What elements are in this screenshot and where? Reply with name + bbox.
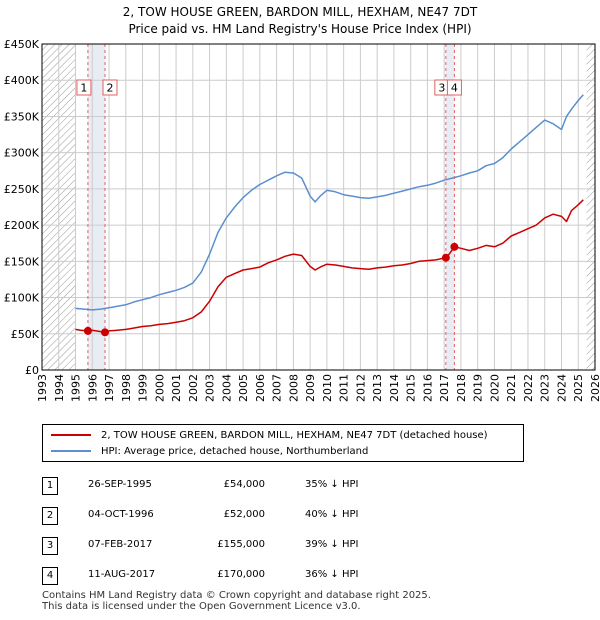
y-tick-label: £150K <box>4 255 40 268</box>
footer-copyright: Contains HM Land Registry data © Crown c… <box>42 590 431 601</box>
legend: 2, TOW HOUSE GREEN, BARDON MILL, HEXHAM,… <box>42 424 524 462</box>
x-tick-label: 2003 <box>204 374 217 402</box>
sale-number-box: 4 <box>42 567 58 585</box>
x-tick-label: 2015 <box>405 374 418 402</box>
sale-hpi-diff: 35% ↓ HPI <box>305 479 359 490</box>
sale-label-box <box>446 79 462 96</box>
y-tick-label: £450K <box>4 38 40 51</box>
sale-band-3-4 <box>445 44 455 370</box>
sale-date: 26-SEP-1995 <box>88 479 152 490</box>
sale-label-box <box>102 79 118 96</box>
y-tick-label: £350K <box>4 110 40 123</box>
y-tick-label: £100K <box>4 292 40 305</box>
footer: Contains HM Land Registry data © Crown c… <box>42 590 431 612</box>
x-tick-label: 2023 <box>539 374 552 402</box>
x-tick-label: 2022 <box>522 374 535 402</box>
sale-date: 04-OCT-1996 <box>88 509 154 520</box>
x-tick-label: 2001 <box>170 374 183 402</box>
x-tick-label: 1996 <box>86 374 99 402</box>
y-tick-label: £250K <box>4 183 40 196</box>
sale-price: £52,000 <box>223 509 265 520</box>
sale-row: 3 07-FEB-2017 £155,000 39% ↓ HPI <box>40 536 480 556</box>
sale-row: 4 11-AUG-2017 £170,000 36% ↓ HPI <box>40 566 480 586</box>
series-line-property <box>75 199 584 334</box>
x-tick-label: 2000 <box>153 374 166 402</box>
x-tick-label: 2011 <box>338 374 351 402</box>
x-tick-label: 1997 <box>103 374 116 402</box>
series-line-hpi <box>75 94 584 311</box>
chart-title: 2, TOW HOUSE GREEN, BARDON MILL, HEXHAM,… <box>0 4 600 38</box>
sale-hpi-diff: 36% ↓ HPI <box>305 569 359 580</box>
x-tick-label: 2025 <box>572 374 585 402</box>
x-tick-label: 2014 <box>388 374 401 402</box>
legend-item-hpi: HPI: Average price, detached house, Nort… <box>51 443 368 459</box>
x-tick-label: 2010 <box>321 374 334 402</box>
sale-label-number: 1 <box>80 82 87 95</box>
sale-date: 07-FEB-2017 <box>88 539 153 550</box>
plot-frame <box>41 43 596 371</box>
sale-label-number: 2 <box>107 82 114 95</box>
x-tick-label: 2017 <box>438 374 451 402</box>
sale-row: 2 04-OCT-1996 £52,000 40% ↓ HPI <box>40 506 480 526</box>
sale-row: 1 26-SEP-1995 £54,000 35% ↓ HPI <box>40 476 480 496</box>
sale-number-box: 1 <box>42 477 58 495</box>
y-tick-label: £400K <box>4 74 40 87</box>
legend-label-property: 2, TOW HOUSE GREEN, BARDON MILL, HEXHAM,… <box>101 429 488 441</box>
sale-price: £170,000 <box>217 569 265 580</box>
sale-hpi-diff: 39% ↓ HPI <box>305 539 359 550</box>
legend-item-property: 2, TOW HOUSE GREEN, BARDON MILL, HEXHAM,… <box>51 427 488 443</box>
hatched-region-end <box>586 44 595 370</box>
x-tick-label: 2026 <box>589 374 600 402</box>
x-tick-label: 2018 <box>455 374 468 402</box>
chart-area: 1 2 3 4 £0 £50K £100K £150K £200K £250K £300K £350K… <box>4 38 600 402</box>
x-tick-label: 1993 <box>36 374 49 402</box>
sale-point <box>101 328 110 337</box>
sale-price: £54,000 <box>223 479 265 490</box>
y-tick-label: £300K <box>4 147 40 160</box>
x-tick-label: 2009 <box>304 374 317 402</box>
sale-label-number: 4 <box>451 82 458 95</box>
x-tick-label: 1995 <box>70 374 83 402</box>
legend-swatch-blue <box>51 450 91 452</box>
sale-point <box>83 326 92 335</box>
x-tick-label: 2006 <box>254 374 267 402</box>
x-tick-label: 2007 <box>271 374 284 402</box>
sale-point <box>450 242 459 251</box>
x-tick-label: 1999 <box>137 374 150 402</box>
x-tick-label: 2024 <box>555 374 568 402</box>
sale-label-number: 3 <box>438 82 445 95</box>
title-line-1: 2, TOW HOUSE GREEN, BARDON MILL, HEXHAM,… <box>122 5 478 19</box>
x-tick-label: 2005 <box>237 374 250 402</box>
legend-label-hpi: HPI: Average price, detached house, Nort… <box>101 445 369 457</box>
sale-date: 11-AUG-2017 <box>88 569 156 580</box>
y-tick-label: £50K <box>11 328 40 341</box>
title-line-2: Price paid vs. HM Land Registry's House … <box>128 22 472 36</box>
y-tick-label: £200K <box>4 219 40 232</box>
x-tick-label: 2019 <box>472 374 485 402</box>
x-tick-label: 2021 <box>505 374 518 402</box>
footer-licence: This data is licensed under the Open Gov… <box>42 601 361 612</box>
x-tick-label: 2020 <box>488 374 501 402</box>
sale-point <box>441 253 450 262</box>
sale-number-box: 2 <box>42 507 58 525</box>
x-tick-label: 1994 <box>53 374 66 402</box>
x-tick-label: 2013 <box>371 374 384 402</box>
legend-swatch-red <box>51 434 91 436</box>
x-tick-label: 2004 <box>220 374 233 402</box>
x-tick-label: 2016 <box>421 374 434 402</box>
x-tick-label: 2008 <box>287 374 300 402</box>
sale-hpi-diff: 40% ↓ HPI <box>305 509 359 520</box>
sale-label-box <box>76 79 92 96</box>
sale-price: £155,000 <box>217 539 265 550</box>
x-tick-label: 2002 <box>187 374 200 402</box>
x-tick-label: 1998 <box>120 374 133 402</box>
sale-number-box: 3 <box>42 537 58 555</box>
y-tick-label: £0 <box>25 364 39 377</box>
plot-background <box>42 44 595 370</box>
x-tick-label: 2012 <box>354 374 367 402</box>
